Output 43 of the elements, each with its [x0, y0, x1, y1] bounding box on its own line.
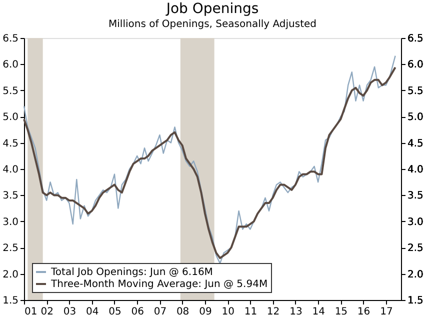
x-tick-label: 07 [154, 306, 167, 318]
x-tick-label: 11 [244, 306, 258, 318]
x-tick-label: 16 [357, 306, 370, 318]
x-tick-label: 01 [24, 306, 38, 318]
legend-label: Total Job Openings: Jun @ 6.16M [50, 267, 213, 278]
x-tick-label: 05 [108, 306, 122, 318]
y-tick-label: 1.5 [2, 296, 18, 306]
x-tick-label: 04 [86, 306, 99, 318]
y2-tick-label: 2.5 [408, 243, 424, 254]
x-tick-label: 12 [266, 306, 280, 318]
y-tick-label: 3.0 [2, 216, 18, 228]
x-tick-label: 14 [312, 306, 325, 318]
y2-tick-label: 6.5 [408, 34, 424, 44]
x-tick-label: 10 [222, 306, 234, 318]
y-tick-label: 6.0 [2, 60, 18, 71]
y-tick-label: 6.5 [2, 34, 18, 44]
y-tick-label: 5.5 [2, 86, 18, 97]
x-tick-label: 08 [176, 306, 190, 318]
y2-tick-label: 1.5 [408, 296, 424, 306]
y2-tick-label: 5.5 [408, 86, 424, 97]
y2-tick-label: 4.5 [408, 138, 424, 150]
chart-title: Job Openings [165, 1, 259, 17]
x-tick-label: 13 [290, 306, 302, 318]
x-tick-label: 02 [40, 306, 54, 318]
x-tick-label: 17 [380, 306, 393, 318]
x-tick-label: 06 [131, 306, 144, 318]
y-tick-label: 4.0 [2, 164, 18, 176]
y2-tick-label: 2.0 [408, 269, 424, 280]
x-tick-label: 03 [63, 306, 76, 318]
y2-tick-label: 4.0 [408, 164, 424, 176]
y2-tick-label: 5.0 [408, 112, 424, 124]
y2-tick-label: 3.5 [408, 190, 424, 202]
y-tick-label: 2.0 [2, 269, 18, 280]
chart-subtitle: Millions of Openings, Seasonally Adjusted [108, 19, 316, 30]
x-tick-label: 09 [199, 306, 212, 318]
y2-tick-label: 3.0 [408, 216, 424, 228]
y2-tick-label: 6.0 [408, 60, 424, 71]
legend-label: Three-Month Moving Average: Jun @ 5.94M [50, 279, 268, 290]
x-tick-label: 15 [334, 306, 348, 318]
y-tick-label: 4.5 [2, 138, 18, 150]
y-tick-label: 3.5 [2, 190, 18, 202]
y-tick-label: 5.0 [2, 112, 18, 124]
y-tick-label: 2.5 [2, 243, 18, 254]
